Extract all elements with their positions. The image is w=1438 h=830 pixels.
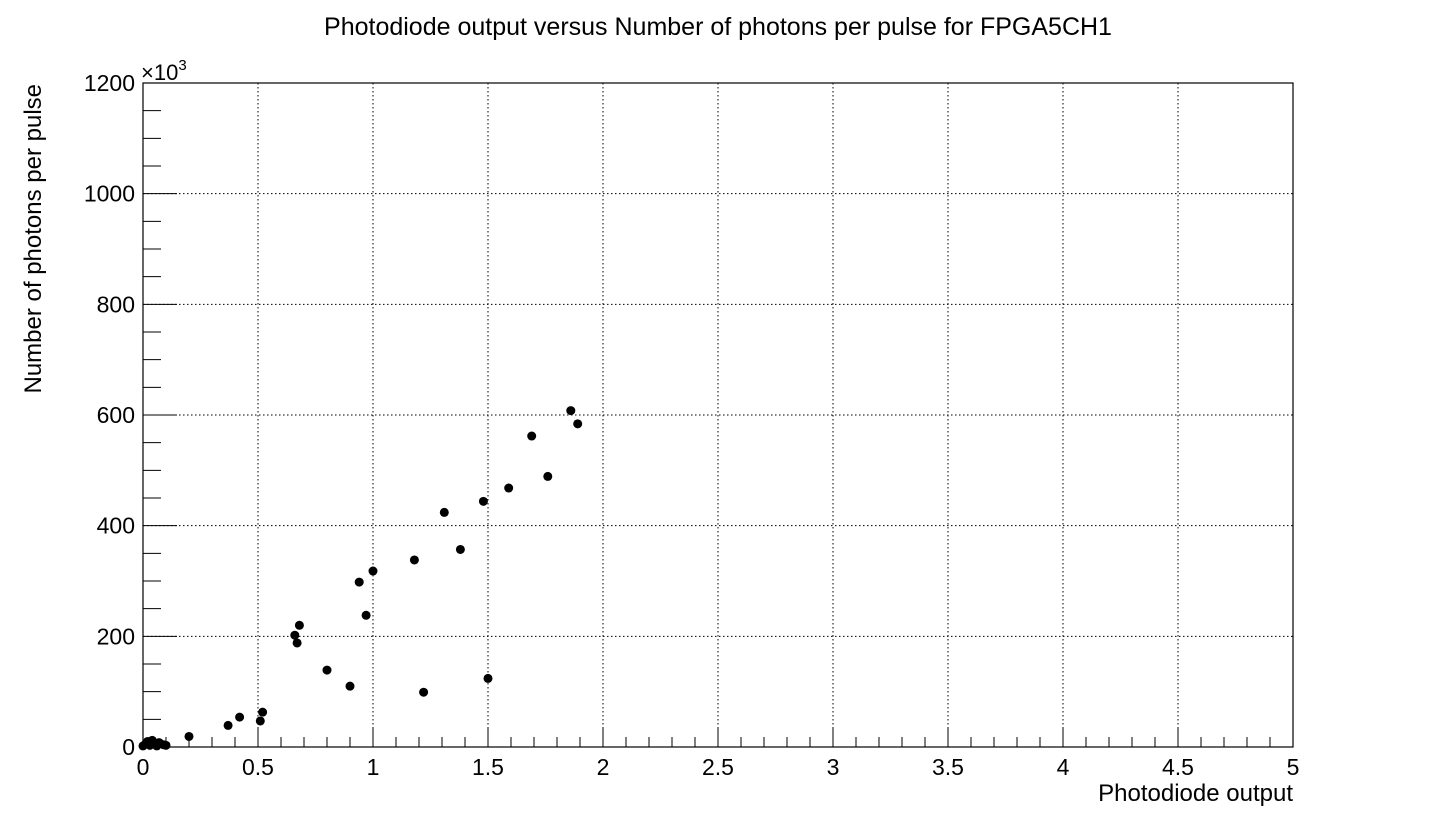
x-tick-label: 3.5 xyxy=(932,754,964,780)
y-axis-tick-labels: 0 200 400 600 800 1000 1200 xyxy=(84,70,135,760)
data-point xyxy=(439,507,449,517)
x-tick-label: 4.5 xyxy=(1162,754,1194,780)
x-axis-tick-labels: 0 0.5 1 1.5 2 2.5 3 3.5 4 4.5 5 xyxy=(137,754,1300,780)
chart-title: Photodiode output versus Number of photo… xyxy=(324,13,1112,41)
x-tick-label: 1.5 xyxy=(472,754,504,780)
data-point xyxy=(483,673,493,683)
data-point xyxy=(455,544,465,554)
data-points xyxy=(138,406,583,751)
y-multiplier-base: ×10 xyxy=(141,60,178,85)
data-point xyxy=(345,681,355,691)
y-axis-ticks xyxy=(143,82,177,748)
data-point xyxy=(294,620,304,630)
data-point xyxy=(322,665,332,675)
y-tick-label: 200 xyxy=(97,623,135,649)
x-axis-ticks xyxy=(142,727,1294,747)
data-point xyxy=(566,406,576,416)
data-point xyxy=(161,740,171,750)
data-point xyxy=(504,483,514,493)
data-point xyxy=(184,731,194,741)
y-axis-label: Number of photons per pulse xyxy=(20,84,47,394)
y-axis-multiplier: ×103 xyxy=(141,57,187,85)
data-point xyxy=(409,555,419,565)
data-point xyxy=(258,707,268,717)
data-point xyxy=(255,716,265,726)
x-tick-label: 4 xyxy=(1057,754,1070,780)
y-tick-label: 0 xyxy=(122,734,135,760)
y-multiplier-exponent: 3 xyxy=(178,57,186,74)
x-tick-label: 0.5 xyxy=(242,754,274,780)
y-tick-label: 1000 xyxy=(84,181,135,207)
data-point xyxy=(361,610,371,620)
x-tick-label: 5 xyxy=(1287,754,1300,780)
data-point xyxy=(290,630,300,640)
data-point xyxy=(354,577,364,587)
data-point xyxy=(292,638,302,648)
data-point xyxy=(368,566,378,576)
data-point xyxy=(235,712,245,722)
x-axis-label: Photodiode output xyxy=(1098,780,1293,807)
y-tick-label: 400 xyxy=(97,513,135,539)
y-tick-label: 600 xyxy=(97,402,135,428)
data-point xyxy=(419,687,429,697)
data-point xyxy=(573,419,583,429)
x-tick-label: 2.5 xyxy=(702,754,734,780)
data-point xyxy=(478,496,488,506)
y-tick-label: 800 xyxy=(97,291,135,317)
x-tick-label: 1 xyxy=(367,754,380,780)
grid-lines xyxy=(143,83,1293,747)
data-point xyxy=(223,720,233,730)
data-point xyxy=(543,471,553,481)
x-tick-label: 0 xyxy=(137,754,150,780)
x-tick-label: 2 xyxy=(597,754,610,780)
x-tick-label: 3 xyxy=(827,754,840,780)
data-point xyxy=(527,431,537,441)
y-tick-label: 1200 xyxy=(84,70,135,96)
